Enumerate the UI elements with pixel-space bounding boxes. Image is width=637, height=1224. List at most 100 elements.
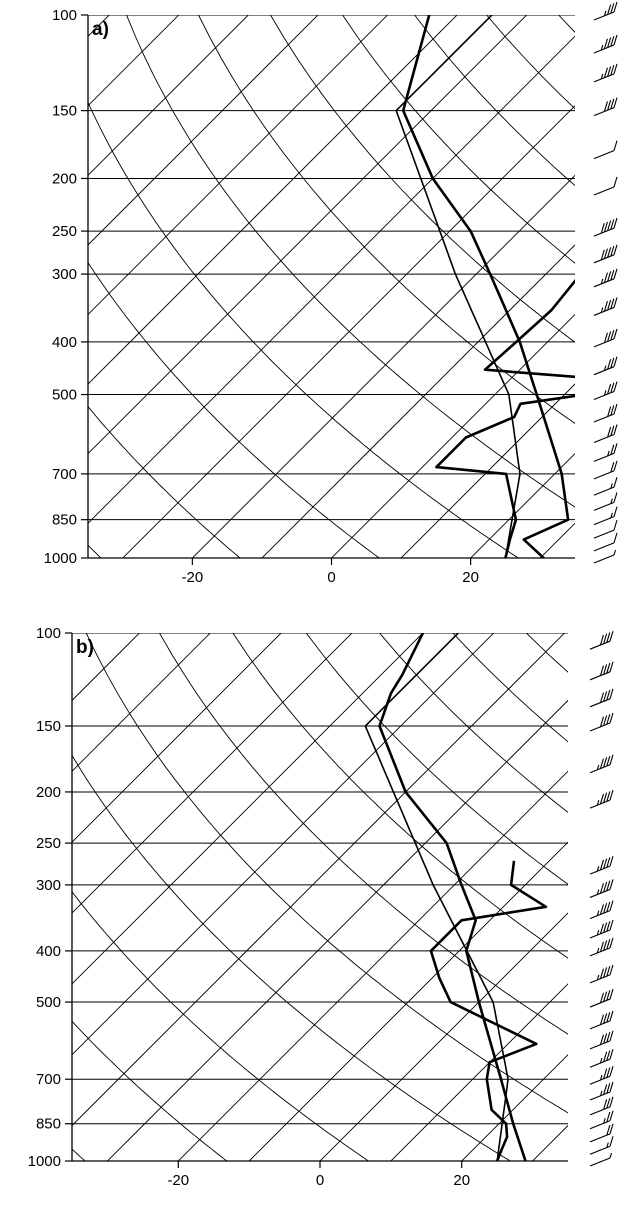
wind-barb-shaft	[589, 1120, 611, 1130]
dry-adiabat	[525, 633, 568, 673]
wind-barb-half-flag	[596, 889, 600, 895]
wind-barb	[593, 532, 618, 552]
wind-barb-shaft	[593, 486, 615, 496]
wind-barb-shaft	[589, 1091, 611, 1101]
dry-adiabat	[379, 633, 568, 813]
y-tick-label: 200	[52, 170, 77, 187]
wind-barb-flag	[613, 244, 618, 255]
wind-barb-flag	[603, 967, 608, 978]
wind-barb-shaft	[589, 1075, 611, 1085]
wind-barb	[589, 1066, 614, 1085]
wind-barb-flag	[603, 757, 608, 768]
wind-barb-flag	[609, 855, 614, 867]
y-tick-label: 400	[36, 943, 61, 960]
wind-barb-flag	[609, 1030, 614, 1042]
wind-barb-half-flag	[596, 800, 600, 806]
wind-barb-shaft	[589, 865, 611, 875]
wind-barb-flag	[613, 443, 618, 454]
wind-barb-flag	[609, 1049, 614, 1060]
wind-barb-shaft	[593, 107, 615, 117]
wind-barb-flag	[610, 219, 615, 230]
isotherm	[122, 105, 575, 558]
wind-barb	[589, 688, 614, 708]
y-tick-label: 1000	[44, 550, 77, 567]
wind-barb-flag	[610, 444, 615, 455]
dry-adiabat	[72, 754, 512, 1161]
wind-barb-flag	[609, 1096, 614, 1107]
wind-barb	[593, 140, 618, 160]
dry-adiabat	[72, 1020, 228, 1161]
wind-barb-half-flag	[600, 278, 604, 285]
wind-barb-shaft	[593, 434, 615, 444]
dewpoint-profile	[435, 278, 575, 558]
isotherm	[88, 15, 319, 246]
wind-barb-half-flag	[610, 483, 613, 489]
wind-barb-flag	[603, 67, 608, 78]
wind-barb-flag	[607, 383, 612, 395]
wind-barb	[589, 789, 614, 809]
wind-barb-flag	[603, 940, 608, 951]
wind-barb	[589, 1110, 614, 1130]
wind-barb-flag	[609, 919, 614, 931]
wind-barb-half-flag	[600, 307, 604, 313]
wind-barb-shaft	[593, 338, 615, 348]
wind-barb-shaft	[589, 1020, 611, 1030]
isotherm	[531, 1124, 568, 1161]
wind-barb-flag	[609, 789, 614, 801]
wind-barb-shaft	[589, 1133, 611, 1143]
wind-barb-flag	[610, 462, 615, 473]
wind-barb-half-flag	[596, 866, 600, 872]
wind-barb-flag	[599, 992, 604, 1004]
wind-barb	[589, 1030, 614, 1050]
wind-barb-flag	[606, 791, 611, 802]
isotherm	[88, 15, 458, 385]
y-tick-label: 850	[36, 1116, 61, 1133]
wind-barb	[593, 297, 618, 316]
wind-barb-shaft	[593, 529, 615, 539]
wind-barb-flag	[606, 966, 611, 977]
wind-barb-shaft	[593, 186, 615, 196]
wind-barb-flag	[610, 3, 615, 14]
y-tick-label: 100	[52, 7, 77, 24]
isotherm	[72, 633, 282, 843]
wind-barb-half-flag	[603, 390, 607, 396]
wind-barb-flag	[613, 356, 618, 367]
wind-barb-flag	[606, 857, 611, 868]
wind-barb-flag	[599, 665, 604, 676]
wind-barb	[593, 97, 618, 117]
y-tick-label: 700	[52, 466, 77, 483]
wind-barb-flag	[609, 900, 614, 911]
wind-barb-flag	[613, 519, 618, 531]
wind-barb-half-flag	[599, 1057, 603, 1064]
wind-barb	[593, 381, 618, 401]
wind-barb-shaft	[589, 974, 611, 984]
wind-barb-column	[589, 631, 614, 1167]
panel-label: b)	[76, 637, 94, 658]
wind-barb-shaft	[589, 910, 611, 920]
wind-barb-flag	[603, 1084, 608, 1095]
wind-barb-shaft	[593, 413, 615, 423]
x-tick-label: -20	[167, 1172, 189, 1189]
wind-barb-flag	[613, 492, 618, 503]
wind-barb-shaft	[589, 1106, 611, 1116]
wind-barb-flag	[603, 858, 608, 869]
wind-barb-flag	[613, 424, 618, 435]
wind-barb-flag	[603, 221, 608, 233]
wind-barb-flag	[613, 403, 618, 415]
wind-barb-shaft	[593, 254, 615, 264]
wind-barb-shaft	[593, 227, 615, 237]
wind-barb-flag	[603, 248, 608, 259]
wind-barb-flag	[613, 34, 618, 46]
wind-barb-half-flag	[596, 929, 600, 936]
wind-barb-flag	[599, 793, 604, 805]
y-tick-label: 200	[36, 784, 61, 801]
wind-barb-half-flag	[600, 73, 604, 80]
wind-barb-shaft	[593, 11, 615, 21]
isotherm	[319, 912, 568, 1161]
wind-barb-flag	[609, 1081, 614, 1093]
wind-barb-flag	[613, 217, 618, 229]
wind-barb	[589, 631, 614, 650]
x-tick-label: 0	[316, 1172, 324, 1189]
dry-adiabat	[198, 15, 575, 424]
wind-barb-flag	[613, 506, 618, 517]
